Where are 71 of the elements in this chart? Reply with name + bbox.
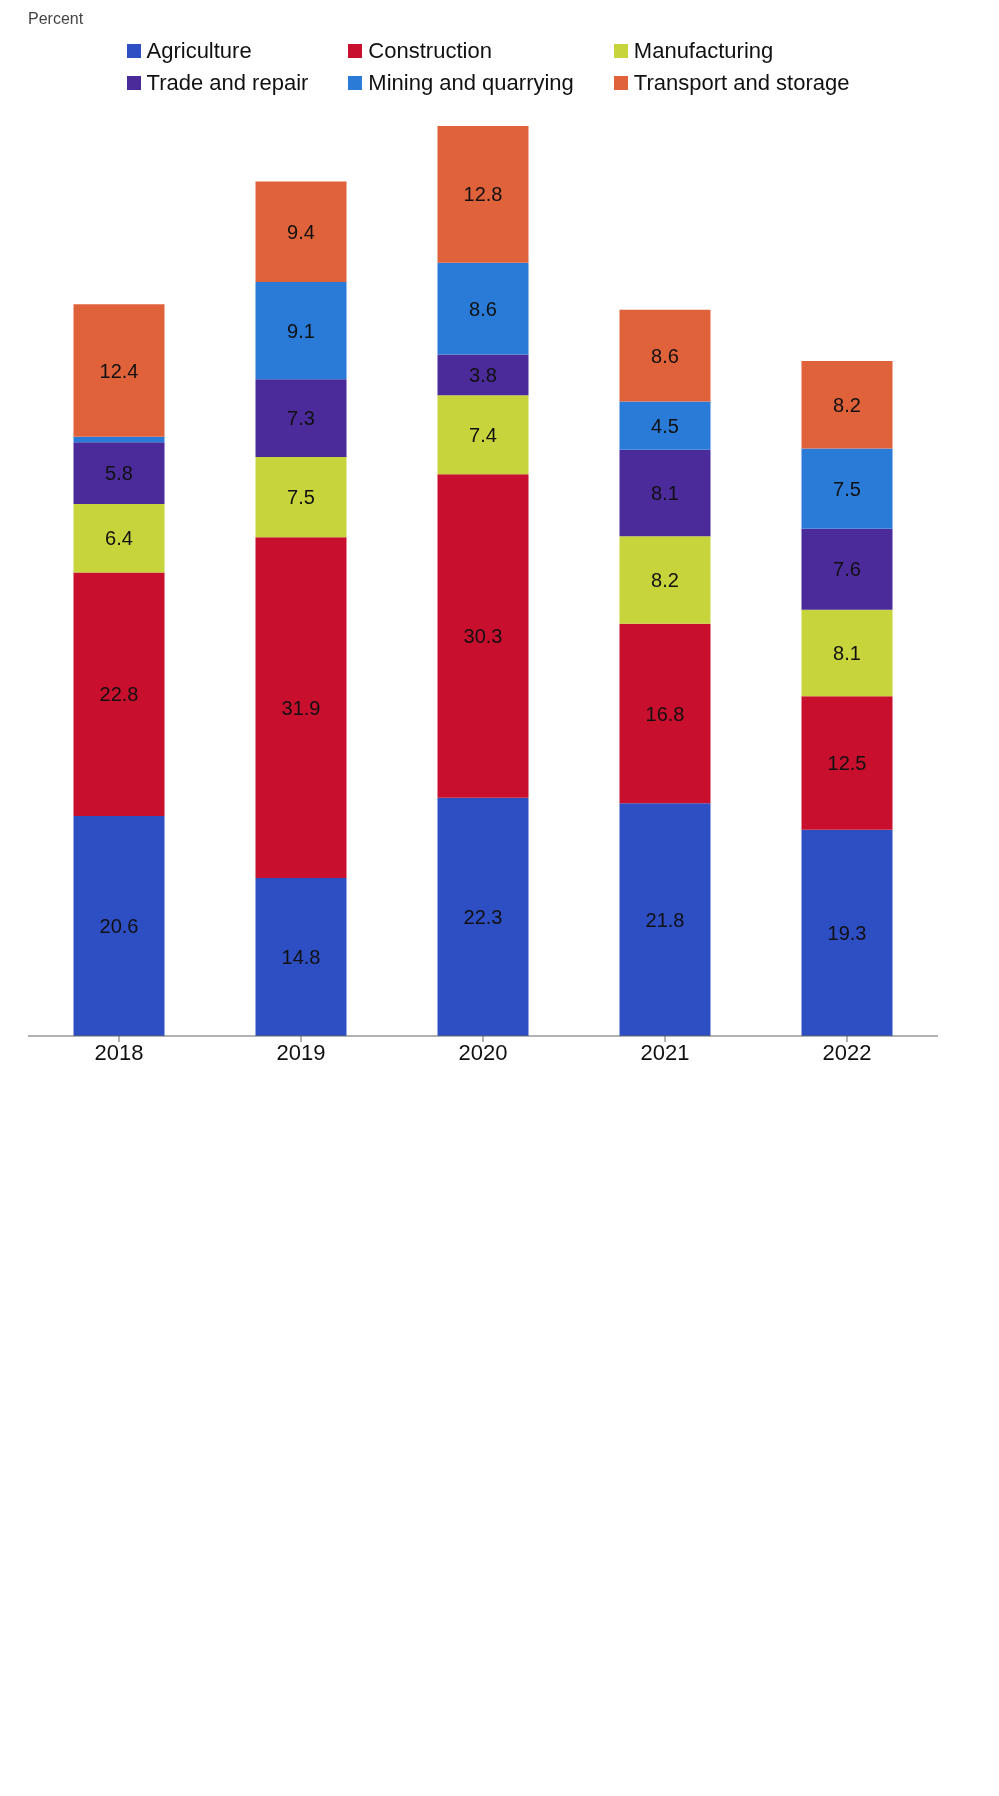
data-label: 9.1 bbox=[287, 319, 315, 342]
data-label: 12.4 bbox=[99, 359, 139, 382]
data-label: 4.5 bbox=[651, 414, 679, 437]
bar bbox=[437, 797, 529, 1036]
data-label: 5.8 bbox=[105, 462, 133, 485]
bar bbox=[437, 395, 529, 475]
bar bbox=[437, 126, 529, 263]
data-label: 7.4 bbox=[469, 423, 497, 446]
data-label: 31.9 bbox=[281, 696, 321, 719]
bar bbox=[73, 442, 165, 505]
bar bbox=[73, 304, 165, 437]
data-label: 12.5 bbox=[827, 752, 867, 775]
bar bbox=[255, 877, 347, 1036]
data-label: 7.6 bbox=[833, 558, 861, 581]
bar bbox=[255, 281, 347, 380]
data-label: 8.1 bbox=[651, 481, 679, 504]
data-label: 30.3 bbox=[463, 625, 503, 648]
bar bbox=[619, 536, 711, 624]
bar bbox=[619, 449, 711, 537]
bar bbox=[619, 803, 711, 1036]
data-label: 9.4 bbox=[287, 220, 315, 243]
bar bbox=[255, 379, 347, 458]
bar bbox=[801, 360, 893, 449]
data-label: 8.1 bbox=[833, 642, 861, 665]
data-label: 8.6 bbox=[469, 297, 497, 320]
bar bbox=[437, 262, 529, 355]
data-label: 20.6 bbox=[99, 915, 139, 938]
legend-label: Agriculture bbox=[146, 38, 252, 64]
data-label: 16.8 bbox=[645, 702, 685, 725]
data-label: 19.3 bbox=[827, 922, 867, 945]
data-label: 8.2 bbox=[833, 393, 861, 416]
bar bbox=[619, 309, 711, 402]
text: Percent bbox=[28, 10, 85, 28]
bar bbox=[255, 537, 347, 878]
bar bbox=[255, 457, 347, 538]
data-label: 8.2 bbox=[651, 569, 679, 592]
x-tick-label: 2020 bbox=[458, 1039, 508, 1065]
data-label: 22.8 bbox=[99, 683, 139, 706]
x-tick-label: 2021 bbox=[640, 1039, 690, 1065]
data-label: 22.3 bbox=[463, 906, 503, 929]
legend-label: Transport and storage bbox=[633, 70, 850, 96]
bar bbox=[437, 474, 529, 798]
bar bbox=[619, 623, 711, 804]
data-label: 14.8 bbox=[281, 946, 321, 969]
legend-label: Mining and quarrying bbox=[368, 70, 574, 96]
bar bbox=[801, 829, 893, 1036]
bar bbox=[801, 696, 893, 830]
data-label: 21.8 bbox=[645, 908, 685, 931]
bar bbox=[801, 528, 893, 610]
bar bbox=[73, 436, 165, 443]
bar bbox=[801, 448, 893, 529]
bar bbox=[73, 815, 165, 1036]
bar bbox=[437, 354, 529, 396]
legend-label: Construction bbox=[368, 38, 492, 64]
bar bbox=[73, 504, 165, 573]
data-label: 3.8 bbox=[469, 363, 497, 386]
bar bbox=[73, 572, 165, 816]
x-tick-label: 2019 bbox=[276, 1039, 326, 1065]
data-label: 7.5 bbox=[287, 486, 315, 509]
data-label: 8.6 bbox=[651, 344, 679, 367]
data-label: 6.4 bbox=[105, 527, 133, 550]
x-tick-label: 2018 bbox=[94, 1039, 144, 1065]
bar bbox=[619, 401, 711, 450]
data-label: 7.3 bbox=[287, 407, 315, 430]
data-label: 12.8 bbox=[463, 183, 503, 206]
legend-label: Trade and repair bbox=[146, 70, 309, 96]
x-tick-label: 2022 bbox=[822, 1039, 872, 1065]
bar bbox=[801, 609, 893, 697]
legend-label: Manufacturing bbox=[633, 38, 774, 64]
data-label: 7.5 bbox=[833, 477, 861, 500]
bar bbox=[255, 181, 347, 282]
